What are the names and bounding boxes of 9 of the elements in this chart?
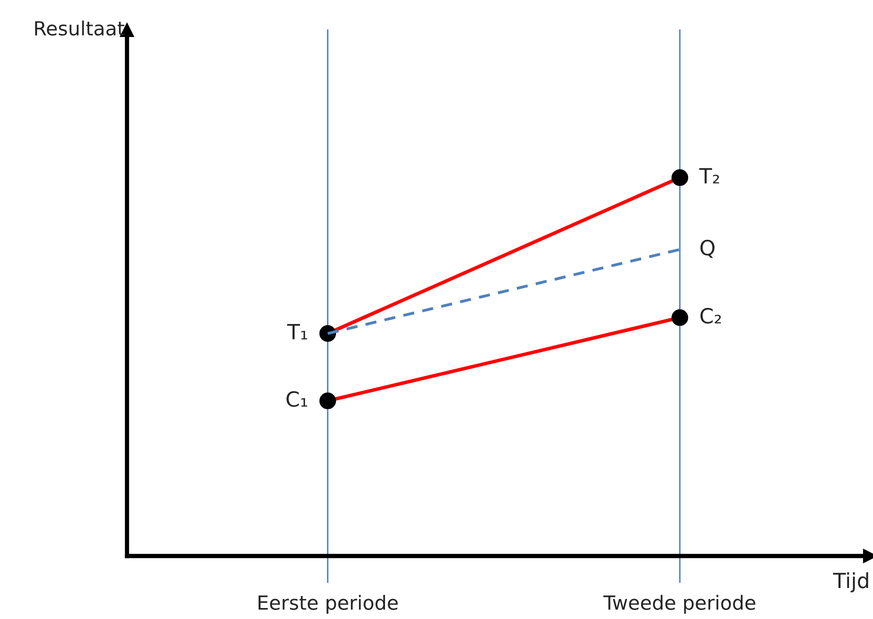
annotation: C₂ bbox=[700, 308, 721, 324]
x-tick-label: Eerste periode bbox=[258, 594, 398, 614]
annotation: C₁ bbox=[286, 391, 308, 407]
annotation: T₂ bbox=[699, 168, 720, 184]
text: Resultaat bbox=[35, 20, 124, 36]
x-axis-title: Tijd bbox=[833, 572, 868, 592]
annotation: Q bbox=[700, 240, 715, 258]
x-tick-label: Tweede periode bbox=[603, 594, 756, 614]
annotation: T₁ bbox=[287, 324, 308, 340]
